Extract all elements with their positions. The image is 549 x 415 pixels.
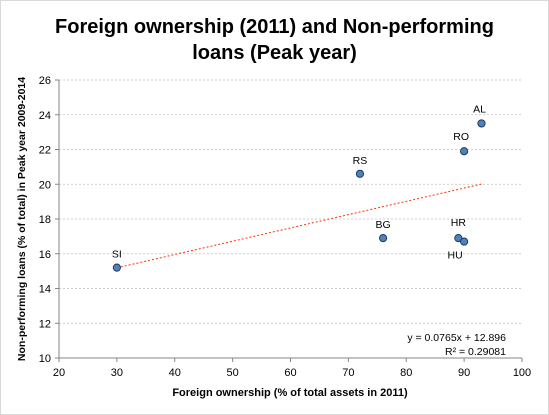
point-si [112, 263, 121, 272]
x-tick-label-20: 20 [53, 367, 65, 379]
point-label-rs: RS [353, 155, 368, 167]
y-tick-label-14: 14 [39, 284, 51, 296]
data-points [112, 119, 486, 272]
point-rs [355, 169, 365, 178]
tick-labels: 10 12 14 16 18 20 22 24 26 20 30 40 50 60 70 80 90 100 [39, 75, 531, 379]
y-axis-label: Non-performing loans (% of total) in Pea… [16, 77, 28, 361]
x-tick-label-100: 100 [513, 367, 531, 379]
y-tick-label-12: 12 [39, 318, 51, 330]
x-tick-label-50: 50 [227, 367, 239, 379]
point-bg [379, 234, 388, 243]
y-tick-label-16: 16 [39, 249, 51, 261]
trendline-equation: y = 0.0765x + 12.896 [407, 332, 506, 344]
point-label-bg: BG [376, 219, 391, 231]
point-label-si: SI [112, 249, 122, 261]
point-labels: SI RS BG HR HU RO AL [112, 103, 486, 261]
x-tick-label-80: 80 [400, 367, 412, 379]
y-tick-label-22: 22 [39, 145, 51, 157]
chart-title: Foreign ownership (2011) and Non-perform… [55, 16, 494, 64]
y-tick-label-20: 20 [39, 179, 51, 191]
trendline-group [116, 183, 482, 269]
trendline [116, 183, 482, 269]
x-tick-label-30: 30 [111, 367, 123, 379]
x-tick-label-70: 70 [342, 367, 354, 379]
x-axis-label: Foreign ownership (% of total assets in … [172, 387, 408, 399]
axes [55, 79, 523, 362]
point-label-ro: RO [453, 131, 469, 143]
point-label-hr: HR [451, 217, 467, 229]
grid-lines [59, 79, 522, 324]
x-tick-label-40: 40 [169, 367, 181, 379]
point-label-al: AL [473, 103, 486, 115]
point-ro [460, 147, 469, 156]
trendline-r-squared: R² = 0.29081 [445, 346, 506, 358]
point-al [477, 119, 486, 128]
point-hr [454, 234, 463, 243]
y-tick-label-18: 18 [39, 214, 51, 226]
x-tick-label-60: 60 [284, 367, 296, 379]
x-tick-label-90: 90 [458, 367, 470, 379]
y-tick-label-24: 24 [39, 110, 51, 122]
point-hu [460, 237, 469, 246]
y-tick-label-26: 26 [39, 75, 51, 87]
y-tick-label-10: 10 [39, 353, 51, 365]
point-label-hu: HU [448, 250, 463, 262]
